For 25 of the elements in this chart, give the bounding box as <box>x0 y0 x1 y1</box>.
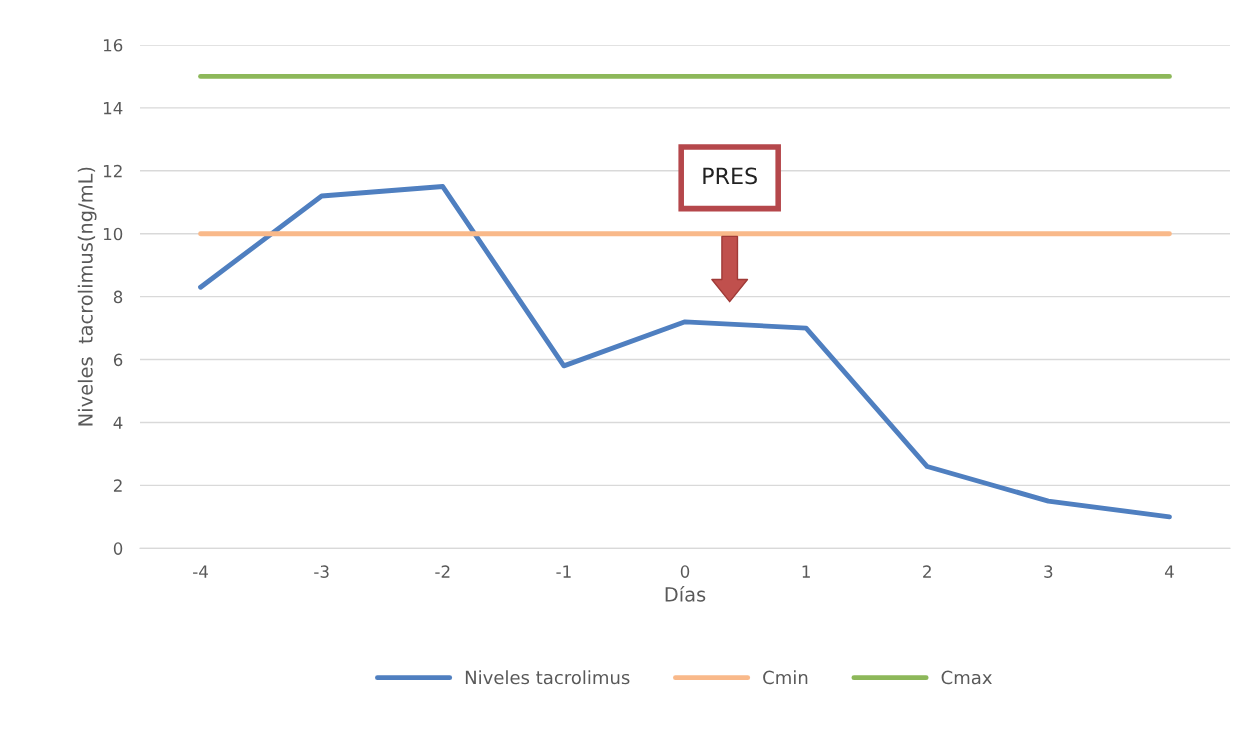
y-tick-label: 8 <box>113 290 123 304</box>
x-tick-label: 2 <box>923 565 931 578</box>
x-tick-label: -4 <box>193 565 208 578</box>
legend-label: Cmax <box>941 670 992 685</box>
y-tick-label: 6 <box>113 353 123 367</box>
x-axis-title: Días <box>665 585 706 602</box>
y-tick-label: 2 <box>113 479 122 492</box>
x-tick-label: -2 <box>435 565 450 578</box>
legend-label: Cmin <box>763 670 808 685</box>
y-tick-label: 14 <box>103 102 123 115</box>
x-tick-label: -3 <box>314 565 329 578</box>
y-tick-label: 12 <box>103 164 122 178</box>
x-tick-label: 0 <box>680 565 690 578</box>
y-tick-label: 0 <box>113 542 123 555</box>
annotation: PRES <box>703 167 757 185</box>
x-tick-label: 1 <box>802 565 810 578</box>
line-series <box>198 184 1172 520</box>
y-axis-title: Niveles tacrolimus(ng/mL) <box>77 167 97 426</box>
x-tick-label: -1 <box>556 565 571 578</box>
legend-label: Niveles tacrolimus <box>465 670 630 685</box>
x-tick-label: 4 <box>1164 565 1174 578</box>
y-tick-label: 4 <box>113 416 123 429</box>
x-tick-label: 3 <box>1044 565 1053 578</box>
y-tick-label: 16 <box>103 38 123 52</box>
y-tick-label: 10 <box>103 227 123 241</box>
